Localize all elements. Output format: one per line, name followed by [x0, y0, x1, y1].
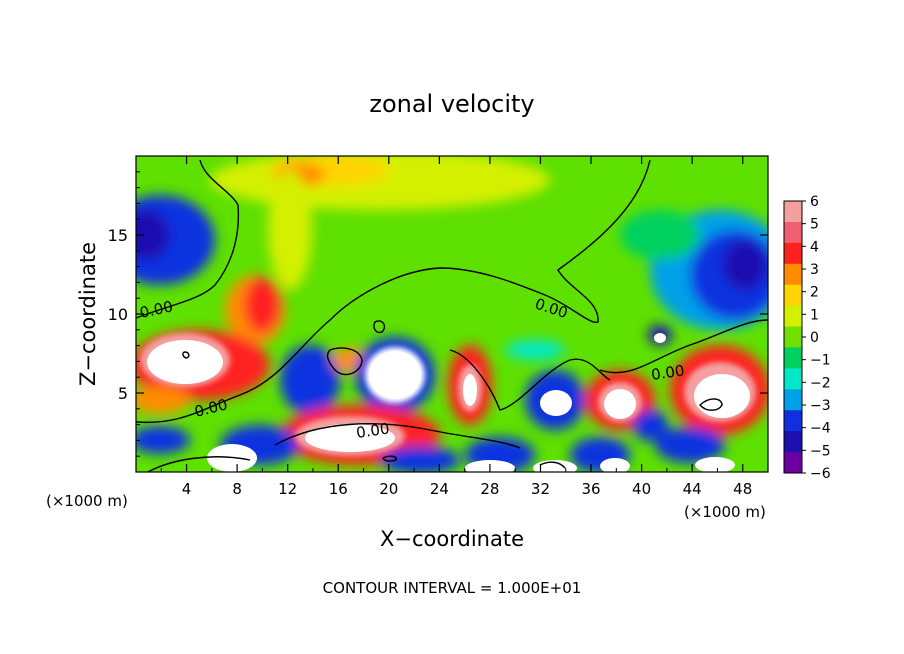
colorbar-label: 3: [810, 262, 819, 278]
colorbar-swatch: [784, 201, 802, 223]
field-peak: [604, 389, 636, 419]
contour-line: [136, 159, 240, 319]
contour-interval-footer: CONTOUR INTERVAL = 1.000E+01: [323, 579, 582, 597]
colorbar-label: 1: [810, 307, 819, 323]
field-blob: [280, 345, 340, 415]
x-tick-label: 48: [733, 480, 752, 498]
contour-line: [449, 349, 611, 411]
contour-line: [699, 398, 723, 411]
field-peak: [540, 390, 572, 416]
x-tick-label: 24: [430, 480, 449, 498]
x-tick-label: 40: [632, 480, 651, 498]
colorbar-swatch: [784, 431, 802, 453]
contour-line: [136, 159, 651, 424]
colorbar-label: 5: [810, 217, 819, 233]
x-tick-label: 28: [480, 480, 499, 498]
colorbar-swatch: [784, 410, 802, 432]
x-tick-label: 8: [232, 480, 242, 498]
colorbar-label: −5: [810, 443, 831, 459]
colorbar-label: 2: [810, 285, 819, 301]
contour-line: [599, 319, 768, 374]
contour-line: [539, 461, 566, 469]
x-unit-label-left: (×1000 m): [46, 492, 128, 510]
heatmap-field: [136, 156, 768, 472]
y-tick-label: 10: [108, 305, 128, 324]
field-peak: [695, 457, 735, 472]
colorbar-label: 6: [810, 194, 819, 210]
colorbar-swatch: [784, 368, 802, 390]
field-peak: [694, 374, 750, 418]
x-unit-label-right: (×1000 m): [684, 503, 766, 521]
field-peak: [147, 340, 223, 384]
colorbar-swatch: [784, 452, 802, 474]
field-blob: [136, 386, 190, 414]
x-tick-label: 4: [182, 480, 192, 498]
field-blob: [655, 427, 725, 463]
x-axis: 4 8 12 16 20 24 28 32 36 40 44 48: [160, 156, 769, 498]
colorbar-swatch: [784, 305, 802, 328]
field-blob: [723, 240, 767, 290]
contour-line: [382, 455, 398, 462]
field-blob: [136, 210, 170, 260]
colorbar-label: −2: [810, 375, 831, 391]
colorbar-swatch: [784, 263, 802, 286]
field-peak: [463, 374, 477, 406]
contour-lines: [136, 159, 768, 472]
field-blob: [136, 426, 190, 454]
colorbar-swatch: [784, 221, 802, 244]
colorbar-label: 0: [810, 330, 819, 346]
field-blob: [380, 446, 460, 472]
y-axis: 5 10 15: [108, 171, 768, 457]
contour-labels: 0.00 0.00 0.00 0.00 0.00: [138, 295, 686, 442]
y-tick-label: 5: [118, 384, 128, 403]
field-blob: [210, 156, 550, 210]
colorbar-swatch: [784, 242, 802, 265]
x-tick-label: 36: [581, 480, 600, 498]
x-axis-label: X−coordinate: [380, 527, 524, 551]
x-tick-label: 16: [329, 480, 348, 498]
field-blob: [632, 409, 668, 441]
contour-line: [373, 320, 386, 334]
colorbar-label: −6: [810, 466, 831, 482]
colorbar-label: −1: [810, 353, 831, 369]
field-blob: [505, 340, 565, 360]
field-blob: [620, 210, 700, 260]
colorbar-swatch: [784, 326, 802, 348]
contour-label: 0.00: [355, 419, 391, 441]
colorbar-label: −3: [810, 398, 831, 414]
field-blob: [268, 170, 312, 290]
contour-line: [182, 351, 190, 359]
colorbar-label: −4: [810, 421, 831, 437]
x-tick-label: 20: [379, 480, 398, 498]
x-tick-label: 32: [531, 480, 550, 498]
field-peak: [654, 333, 666, 343]
colorbar-swatch: [784, 284, 802, 307]
y-tick-label: 15: [108, 226, 128, 245]
contour-line: [326, 347, 363, 376]
y-axis-label: Z−coordinate: [76, 242, 100, 386]
contour-line: [274, 423, 521, 449]
field-peak: [369, 351, 421, 399]
chart-title: zonal velocity: [369, 90, 534, 118]
x-tick-label: 12: [278, 480, 297, 498]
x-tick-label: 44: [683, 480, 702, 498]
colorbar: 6 5 4 3 2 1 0 −1 −2 −3 −4 −5 −6: [783, 194, 831, 482]
field-blob: [244, 277, 280, 333]
colorbar-swatch: [784, 347, 802, 369]
field-peak: [600, 458, 630, 472]
colorbar-label: 4: [810, 239, 819, 255]
contour-label: 0.00: [650, 361, 686, 383]
field-peak: [305, 424, 395, 452]
contour-line: [147, 456, 251, 472]
colorbar-swatch: [784, 389, 802, 411]
